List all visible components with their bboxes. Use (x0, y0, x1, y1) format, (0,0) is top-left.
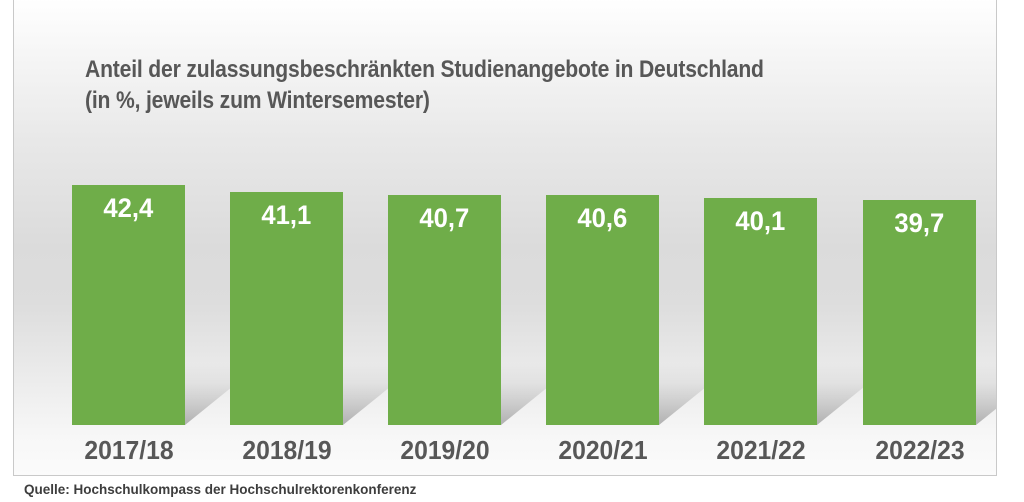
bar-group: 40,1 2021/22 (704, 0, 817, 475)
chart-title-line2: (in %, jeweils zum Wintersemester) (85, 87, 430, 114)
bar-group: 42,4 2017/18 (72, 0, 185, 475)
x-axis-category-label: 2020/21 (557, 435, 648, 465)
bar-value-label: 40,1 (735, 206, 786, 236)
bar-value-label: 40,6 (577, 203, 628, 233)
chart-title-line1: Anteil der zulassungsbeschränkten Studie… (85, 56, 764, 83)
bar: 42,4 (72, 185, 185, 425)
bar-value-label: 41,1 (261, 200, 312, 230)
bar-group: 39,7 2022/23 (863, 0, 976, 475)
chart-panel: Anteil der zulassungsbeschränkten Studie… (13, 0, 997, 476)
bar-group: 40,7 2019/20 (388, 0, 501, 475)
chart-title: Anteil der zulassungsbeschränkten Studie… (85, 54, 856, 116)
x-axis-category-label: 2022/23 (874, 435, 965, 465)
bar: 40,7 (388, 195, 501, 425)
bar: 40,6 (546, 195, 659, 425)
x-axis-category-label: 2018/19 (241, 435, 332, 465)
bar-value-label: 39,7 (894, 208, 945, 238)
bar: 41,1 (230, 192, 343, 425)
x-axis-category-label: 2019/20 (399, 435, 490, 465)
x-axis-category-label: 2021/22 (715, 435, 806, 465)
bar-group: 40,6 2020/21 (546, 0, 659, 475)
bar-group: 41,1 2018/19 (230, 0, 343, 475)
bar: 40,1 (704, 198, 817, 425)
source-caption: Quelle: Hochschulkompass der Hochschulre… (24, 482, 417, 497)
bar: 39,7 (863, 200, 976, 425)
plot-area: 42,4 2017/18 41,1 2018/19 40,7 2019/20 4… (14, 0, 996, 475)
bar-value-label: 42,4 (103, 193, 154, 223)
x-axis-category-label: 2017/18 (83, 435, 174, 465)
bar-value-label: 40,7 (419, 203, 470, 233)
